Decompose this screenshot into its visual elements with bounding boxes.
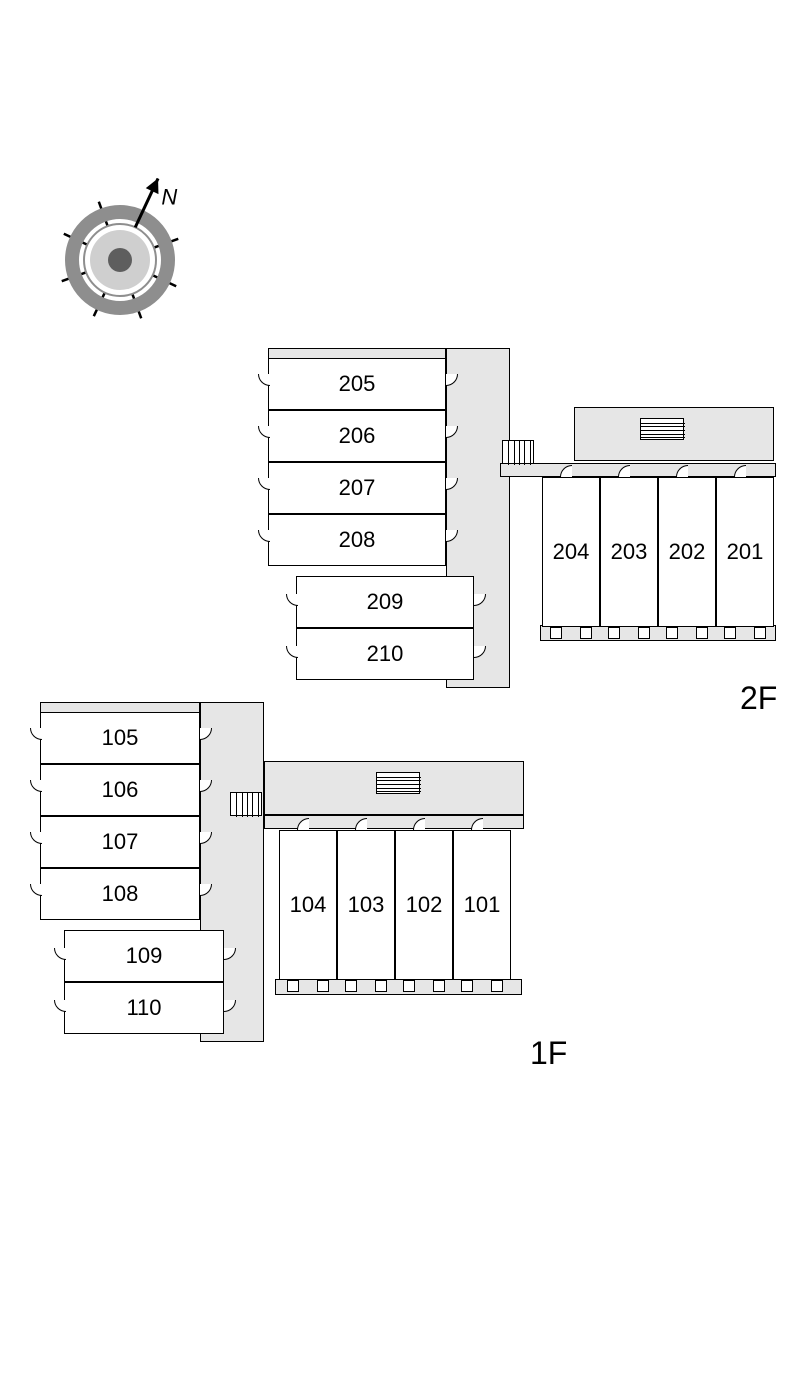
unit-103: 103	[337, 830, 395, 980]
unit-208: 208	[268, 514, 446, 566]
unit-202: 202	[658, 477, 716, 627]
unit-label-206: 206	[339, 423, 376, 449]
compass-n-label: N	[161, 184, 177, 209]
unit-203: 203	[600, 477, 658, 627]
unit-label-106: 106	[102, 777, 139, 803]
unit-label-108: 108	[102, 881, 139, 907]
unit-106: 106	[40, 764, 200, 816]
unit-label-110: 110	[126, 995, 161, 1021]
unit-label-101: 101	[464, 892, 501, 918]
unit-109: 109	[64, 930, 224, 982]
corridor-2f-right-bot	[540, 625, 776, 641]
unit-label-208: 208	[339, 527, 376, 553]
unit-205: 205	[268, 358, 446, 410]
unit-104: 104	[279, 830, 337, 980]
corridor-2f-right-lip	[500, 463, 776, 477]
unit-110: 110	[64, 982, 224, 1034]
unit-label-205: 205	[339, 371, 376, 397]
unit-label-207: 207	[339, 475, 376, 501]
compass-rose-icon: N	[38, 178, 202, 342]
unit-label-203: 203	[611, 539, 648, 565]
corridor-1f-right-lip	[264, 815, 524, 829]
floorplan-canvas: 205 206 207 208 209 210 204 203 202 201 105 106 107 1…	[0, 0, 800, 1373]
unit-label-107: 107	[102, 829, 139, 855]
stair-2f-right	[640, 418, 684, 440]
unit-label-202: 202	[669, 539, 706, 565]
unit-209: 209	[296, 576, 474, 628]
unit-204: 204	[542, 477, 600, 627]
unit-label-104: 104	[290, 892, 327, 918]
floor-label-2F: 2F	[740, 680, 777, 717]
unit-label-105: 105	[102, 725, 139, 751]
unit-101: 101	[453, 830, 511, 980]
stair-1f-right	[376, 772, 420, 794]
stair-1f-left	[230, 792, 262, 816]
unit-210: 210	[296, 628, 474, 680]
floor-label-1F: 1F	[530, 1035, 567, 1072]
corridor-1f-right-bot	[275, 979, 522, 995]
unit-label-201: 201	[727, 539, 764, 565]
unit-108: 108	[40, 868, 200, 920]
unit-201: 201	[716, 477, 774, 627]
unit-206: 206	[268, 410, 446, 462]
unit-label-210: 210	[367, 641, 404, 667]
unit-105: 105	[40, 712, 200, 764]
unit-label-102: 102	[406, 892, 443, 918]
unit-102: 102	[395, 830, 453, 980]
unit-label-209: 209	[367, 589, 404, 615]
stair-2f-left	[502, 440, 534, 464]
unit-label-109: 109	[126, 943, 163, 969]
unit-207: 207	[268, 462, 446, 514]
unit-label-204: 204	[553, 539, 590, 565]
unit-label-103: 103	[348, 892, 385, 918]
unit-107: 107	[40, 816, 200, 868]
